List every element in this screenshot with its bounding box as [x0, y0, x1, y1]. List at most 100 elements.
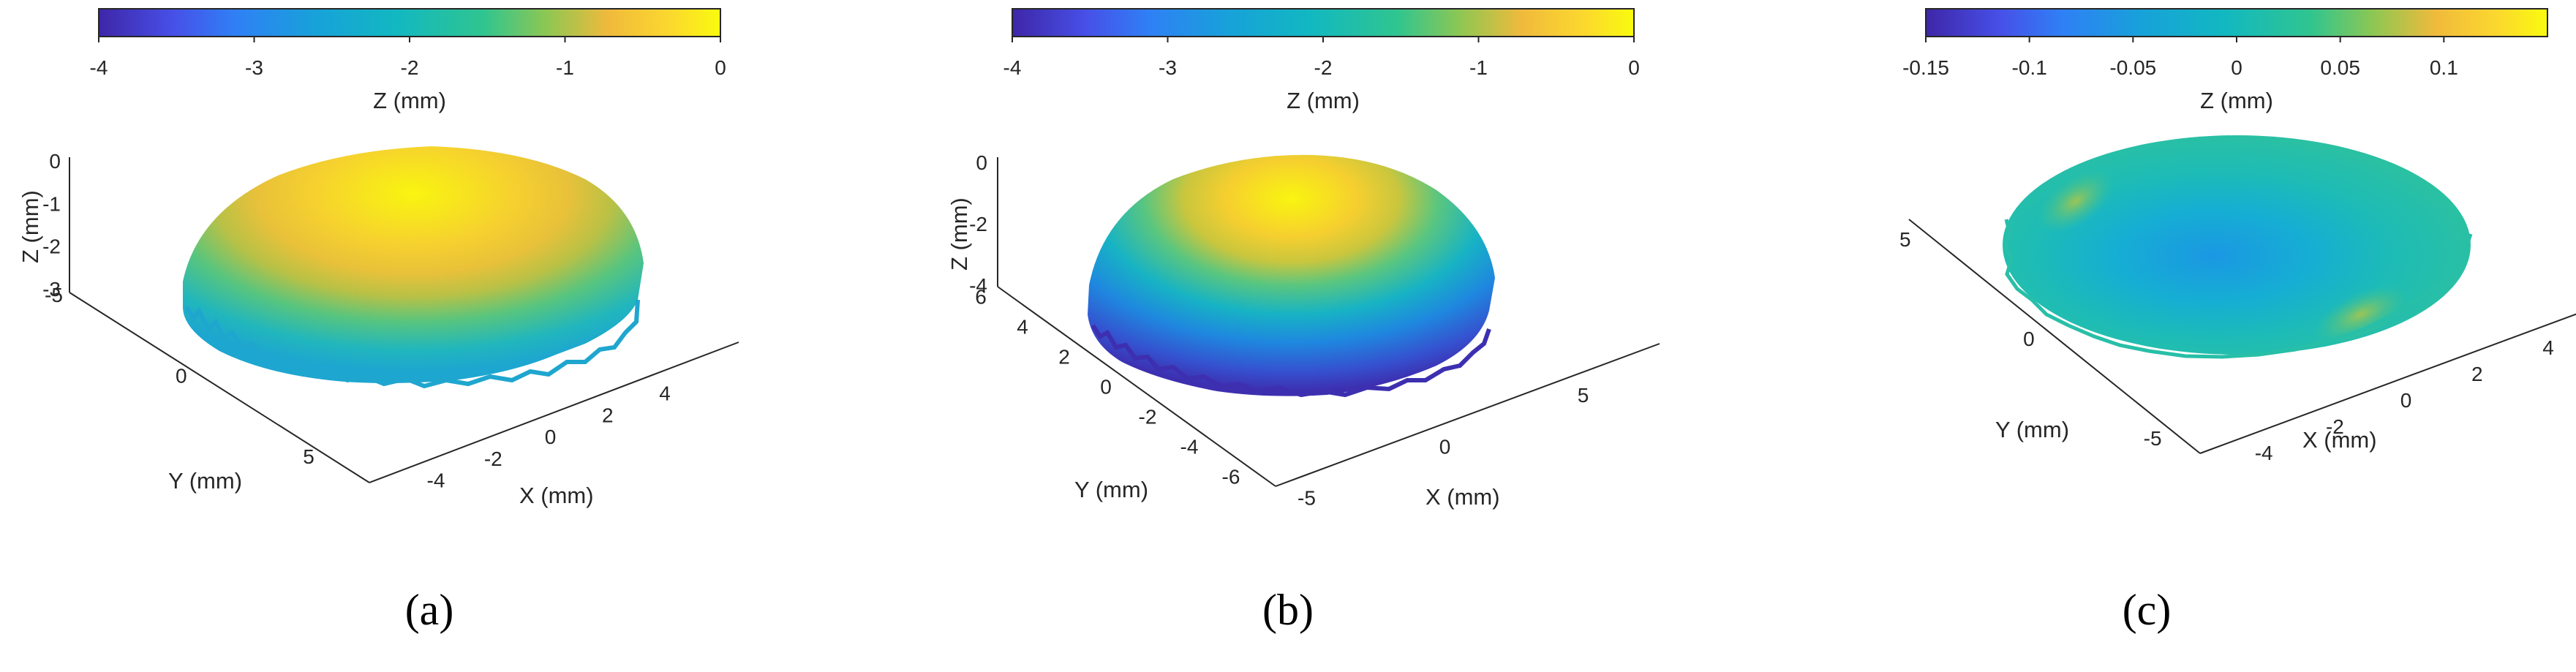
y-tick-label: 5 [1899, 228, 1911, 251]
x-tick-label: 2 [602, 404, 614, 426]
panel-label: (a) [404, 586, 454, 634]
z-tick-label: -2 [969, 213, 987, 235]
y-axis-line [997, 286, 1276, 487]
surface-plot-a: -4 -3 -2 -1 0 Z (mm) -3 -2 -1 0 -5 0 5 -4 -2 0 2 4 Z (m… [18, 8, 739, 508]
y-axis-line [1908, 219, 2201, 454]
x-tick-label: -4 [2255, 442, 2273, 464]
y-axis-line [69, 292, 370, 483]
z-axis-label: Z (mm) [946, 197, 972, 271]
z-tick-label: 0 [49, 150, 61, 173]
colorbar-tick-label: -1 [1469, 56, 1488, 79]
x-axis-line [2199, 313, 2576, 454]
x-tick-label: 0 [2400, 389, 2412, 412]
colorbar-tick-label: -3 [245, 56, 263, 79]
y-tick-label: 0 [2023, 328, 2035, 350]
surface-plot-c: -0.15 -0.1 -0.05 0 0.05 0.1 Z (mm) -5 0 5 -4 -2 0 2… [1899, 8, 2576, 464]
y-tick-label: 0 [176, 365, 187, 388]
colorbar-tick-label: -4 [90, 56, 108, 79]
colorbar-tick-label: -3 [1159, 56, 1177, 79]
x-tick-label: -5 [1298, 487, 1316, 510]
colorbar-gradient [1925, 8, 2548, 37]
colorbar-label: Z (mm) [1287, 88, 1360, 113]
colorbar-ticks: -0.15 -0.1 -0.05 0 0.05 0.1 [1902, 37, 2458, 79]
y-tick-label: 0 [1100, 376, 1112, 399]
figure-panel-a: -4 -3 -2 -1 0 Z (mm) -3 -2 -1 0 -5 0 5 -4 -2 0 2 4 Z (m… [0, 0, 859, 672]
surface-edge [1091, 324, 1491, 398]
surface-edge [184, 299, 640, 389]
x-axis-line [369, 341, 739, 483]
x-tick-label: 2 [2471, 363, 2483, 385]
y-tick-label: 5 [303, 445, 315, 468]
x-tick-label: -2 [2326, 415, 2344, 438]
surface-mesh [2003, 135, 2471, 355]
surface [1088, 154, 1495, 398]
colorbar: -0.15 -0.1 -0.05 0 0.05 0.1 Z (mm) [1902, 8, 2548, 113]
y-tick-label: -5 [45, 284, 63, 306]
colorbar-label: Z (mm) [373, 88, 446, 113]
y-tick-label: -6 [1222, 465, 1240, 488]
colorbar: -4 -3 -2 -1 0 Z (mm) [1003, 8, 1640, 113]
colorbar-tick-label: -1 [556, 56, 574, 79]
y-tick-label: -4 [1180, 435, 1199, 458]
z-tick-label: -1 [42, 192, 61, 215]
colorbar-tick-label: 0.1 [2430, 56, 2458, 79]
colorbar-tick-label: -2 [1314, 56, 1333, 79]
y-tick-label: -5 [2144, 427, 2162, 450]
x-axis-label: X (mm) [2302, 427, 2377, 453]
axes-3d [69, 157, 739, 483]
surface-mesh [1088, 154, 1495, 396]
colorbar-tick-label: -0.15 [1902, 56, 1949, 79]
z-tick-label: -4 [969, 274, 987, 297]
z-tick-label: -3 [42, 278, 61, 301]
axes-3d [997, 157, 1660, 487]
panel-label: (b) [1262, 586, 1314, 634]
colorbar: -4 -3 -2 -1 0 Z (mm) [90, 8, 726, 113]
surface [2003, 135, 2473, 359]
z-tick-label: 0 [976, 151, 987, 174]
axis-ticks: -4 -2 0 -6 -4 -2 0 2 4 6 -5 0 5 [969, 151, 1589, 510]
y-tick-label: 4 [1017, 316, 1028, 339]
y-tick-label: -2 [1139, 405, 1157, 428]
x-tick-label: 4 [659, 382, 671, 405]
surface-bump-lower [2313, 284, 2409, 344]
x-tick-label: -2 [484, 448, 502, 470]
z-tick-label: -2 [42, 235, 61, 258]
colorbar-ticks: -4 -3 -2 -1 0 [1003, 37, 1640, 79]
y-tick-label: 2 [1058, 346, 1070, 369]
x-tick-label: 0 [1439, 435, 1451, 458]
colorbar-tick-label: -0.1 [2012, 56, 2047, 79]
colorbar-tick-label: 0 [715, 56, 726, 79]
colorbar-tick-label: -0.05 [2109, 56, 2156, 79]
surface-edge [2003, 219, 2473, 359]
y-axis-label: Y (mm) [168, 468, 242, 494]
axes-3d [1908, 219, 2576, 454]
surface-plot-b: -4 -3 -2 -1 0 Z (mm) -4 -2 0 -6 -4 -2 0 2 4 6 -5 0 5 Z (… [946, 8, 1660, 510]
colorbar-tick-label: 0.05 [2320, 56, 2360, 79]
surface [183, 146, 644, 389]
z-axis-label: Z (mm) [18, 190, 43, 263]
colorbar-ticks: -4 -3 -2 -1 0 [90, 37, 726, 79]
colorbar-label: Z (mm) [2200, 88, 2273, 113]
x-axis-label: X (mm) [1426, 484, 1500, 510]
surface-bump-upper [2037, 169, 2114, 233]
figure-panel-b: -4 -3 -2 -1 0 Z (mm) -4 -2 0 -6 -4 -2 0 2 4 6 -5 0 5 Z (… [859, 0, 1717, 672]
colorbar-tick-label: 0 [1628, 56, 1640, 79]
colorbar-tick-label: -2 [401, 56, 419, 79]
x-axis-line [1275, 343, 1660, 487]
x-axis-label: X (mm) [519, 483, 594, 508]
figure-panel-c: -0.15 -0.1 -0.05 0 0.05 0.1 Z (mm) -5 0 5 -4 -2 0 2… [1717, 0, 2576, 672]
x-tick-label: 4 [2542, 336, 2554, 359]
colorbar-tick-label: 0 [2231, 56, 2242, 79]
colorbar-gradient [1012, 8, 1635, 37]
y-tick-label: 6 [975, 286, 987, 309]
axis-ticks: -5 0 5 -4 -2 0 2 4 [1899, 228, 2554, 464]
colorbar-gradient [98, 8, 721, 37]
y-axis-label: Y (mm) [1995, 417, 2069, 442]
axis-ticks: -3 -2 -1 0 -5 0 5 -4 -2 0 2 4 [42, 150, 671, 492]
surface-mesh [183, 146, 644, 383]
x-tick-label: 0 [545, 426, 557, 448]
y-axis-label: Y (mm) [1074, 477, 1148, 502]
panel-label: (c) [2122, 586, 2172, 634]
x-tick-label: -4 [427, 469, 445, 492]
colorbar-tick-label: -4 [1003, 56, 1022, 79]
